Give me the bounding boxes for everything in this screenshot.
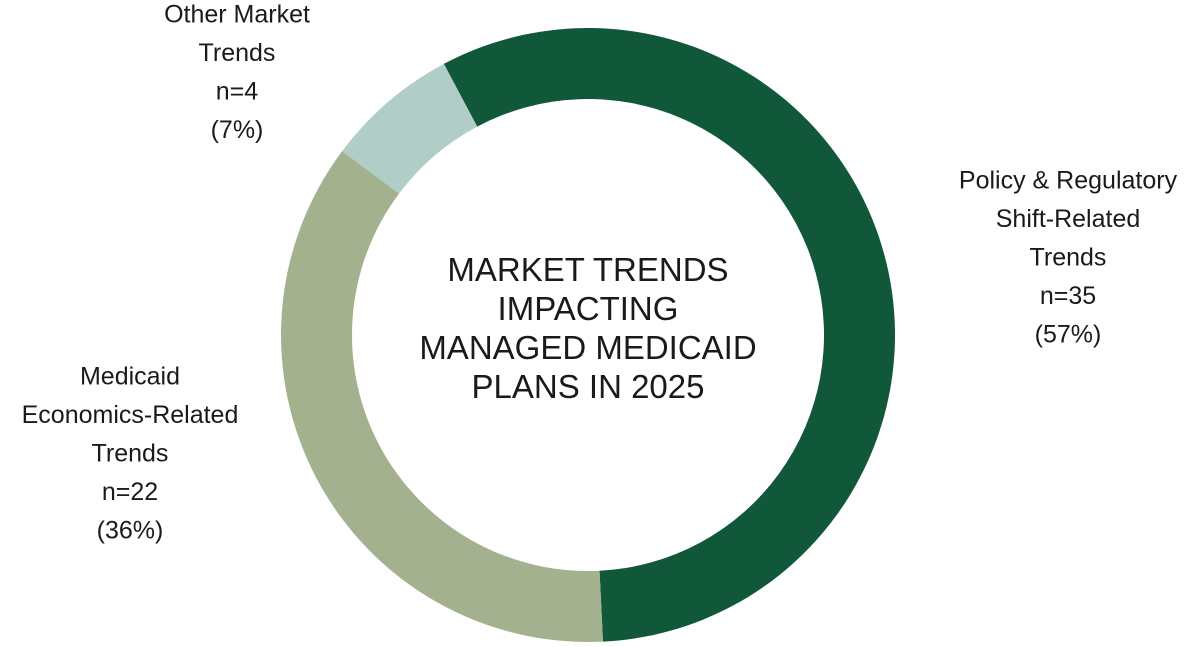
- donut-slice: [281, 151, 603, 642]
- slice-percent: (57%): [1035, 321, 1102, 349]
- slice-label: Trends: [92, 440, 169, 468]
- chart-title: IMPACTING: [498, 290, 679, 327]
- chart-title: MANAGED MEDICAID: [419, 329, 756, 366]
- donut-slice: [342, 63, 478, 194]
- chart-title: MARKET TRENDS: [447, 251, 728, 288]
- slice-percent: (36%): [97, 517, 164, 545]
- slice-label: Trends: [199, 39, 276, 67]
- slice-count: n=22: [102, 478, 158, 506]
- slice-label: Policy & Regulatory: [959, 167, 1178, 195]
- slice-label: Medicaid: [80, 363, 180, 391]
- slice-label: Other Market: [164, 1, 310, 29]
- slice-percent: (7%): [211, 116, 264, 144]
- slice-label: Shift-Related: [996, 205, 1141, 233]
- slice-count: n=35: [1040, 282, 1096, 310]
- slice-count: n=4: [216, 78, 259, 106]
- slice-label: Trends: [1030, 244, 1107, 272]
- donut-slice: [443, 28, 895, 642]
- slice-label: Economics-Related: [22, 401, 239, 429]
- chart-title: PLANS IN 2025: [472, 368, 705, 405]
